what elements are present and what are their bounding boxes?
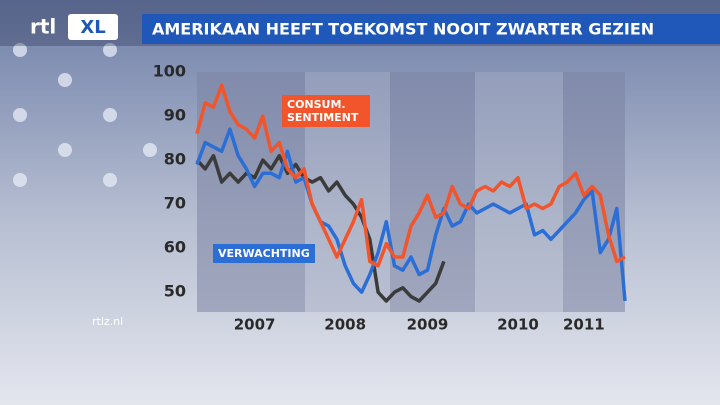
series-label: VERWACHTING	[213, 244, 315, 263]
site-label: rtlz.nl	[92, 315, 123, 328]
stars	[13, 43, 157, 187]
x-tick-label: 2007	[234, 316, 276, 334]
logo: rtl	[30, 15, 56, 39]
y-tick-label: 70	[164, 194, 186, 213]
x-tick-label: 2009	[407, 316, 449, 334]
series-label: CONSUM. SENTIMENT	[282, 95, 370, 127]
chart-title: AMERIKAAN HEEFT TOEKOMST NOOIT ZWARTER G…	[152, 20, 654, 39]
y-tick-label: 50	[164, 282, 186, 301]
x-tick-label: 2008	[324, 316, 366, 334]
series-line	[195, 127, 627, 302]
y-tick-label: 80	[164, 150, 186, 169]
y-tick-label: 90	[164, 106, 186, 125]
series-line	[195, 83, 626, 268]
y-tick-label: 100	[153, 62, 186, 81]
title-bar	[142, 14, 720, 44]
x-tick-label: 2011	[563, 316, 605, 334]
series-line	[195, 153, 446, 303]
x-tick-label: 2010	[497, 316, 539, 334]
y-tick-label: 60	[164, 238, 186, 257]
logo: XL	[80, 17, 105, 38]
